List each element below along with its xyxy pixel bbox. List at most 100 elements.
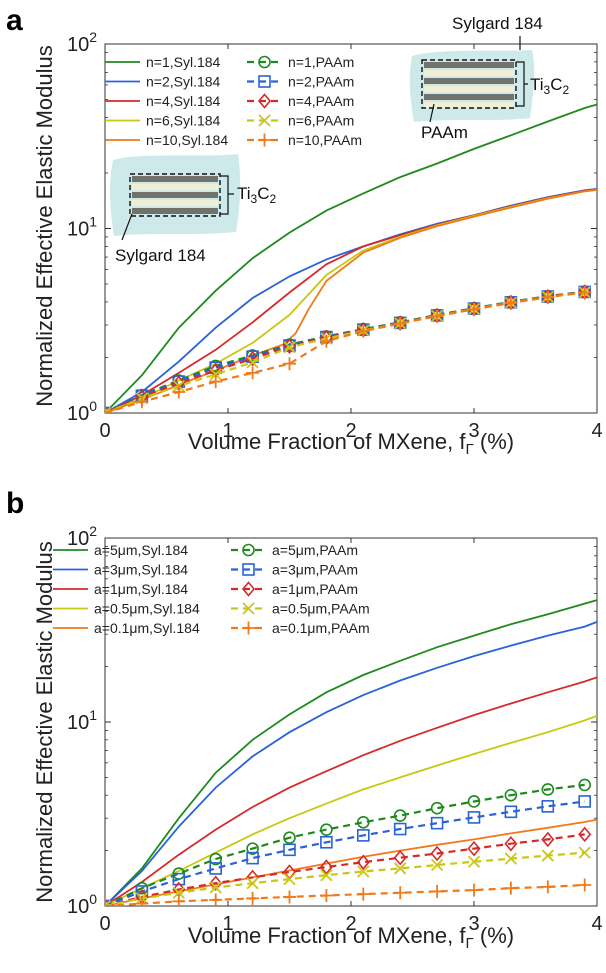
x-tick-label: 1: [222, 420, 233, 442]
legend-label: n=10,Syl.184: [146, 132, 228, 148]
x-tick-label: 4: [591, 913, 602, 935]
plot-area-a: 0 1 2 3 4 100 101 102 Volume Fraction of MXene, …: [67, 29, 603, 458]
legend-label: a=5μm,PAAm: [272, 542, 358, 558]
data-point: [393, 822, 407, 836]
inset-left-side-label: Ti3C2: [237, 184, 277, 206]
data-point: [172, 872, 186, 886]
series-line: [105, 783, 585, 906]
legend-item: a=0.1μm,PAAm: [231, 620, 370, 636]
data-point: [393, 886, 407, 900]
data-point: [430, 884, 444, 898]
y-axis-ticks: 100 101 102: [67, 29, 597, 425]
legend-label: n=4,PAAm: [288, 93, 354, 109]
x-tick-label: 0: [99, 420, 110, 442]
data-point: [578, 778, 592, 792]
legend-marker: [241, 581, 256, 597]
data-point: [467, 302, 481, 316]
legend-label: n=2,Syl.184: [146, 74, 221, 90]
legend-label: n=1,PAAm: [288, 54, 354, 70]
plot-area-b: 0 1 2 3 4 100 101 102 Volume Fraction of MXene, …: [67, 523, 603, 952]
legend-label: a=0.5μm,PAAm: [272, 601, 370, 617]
data-point: [541, 290, 555, 304]
data-point: [105, 406, 112, 413]
data-point: [394, 862, 407, 875]
data-point: [504, 835, 518, 852]
legend-label: n=1,Syl.184: [146, 54, 221, 70]
legend-item: n=4,PAAm: [247, 93, 354, 109]
data-point: [430, 845, 444, 862]
data-point: [430, 816, 444, 830]
inset-top-label: Sylgard 184: [452, 14, 543, 33]
inset-top-stripe: [424, 70, 514, 76]
inset-top-pointer-2: [429, 103, 435, 123]
panel-letter-a: a: [6, 4, 23, 37]
legend-label: n=6,Syl.184: [146, 113, 221, 129]
y-tick-label: 101: [67, 707, 97, 734]
inset-left-stripe: [132, 200, 218, 206]
data-point: [430, 801, 444, 815]
y-tick-label: 102: [67, 523, 97, 550]
data-point: [105, 899, 112, 906]
series-line: [105, 621, 597, 906]
data-point: [467, 840, 481, 857]
legend-item: a=3μm,Syl.184: [53, 562, 188, 578]
x-tick-label: 2: [345, 913, 356, 935]
legend-marker: [242, 563, 255, 576]
data-point: [541, 783, 555, 796]
panel-b: b Normalized Effective Elastic Modulus 0…: [6, 487, 603, 952]
legend-marker: [257, 93, 272, 109]
data-point: [541, 849, 554, 862]
data-point: [393, 849, 407, 866]
series-line: [105, 188, 597, 413]
inset-left-bottom-label: Sylgard 184: [115, 246, 206, 265]
data-point: [393, 317, 407, 331]
data-point: [467, 811, 481, 824]
legend-item: a=3μm,PAAm: [231, 562, 358, 578]
data-point: [172, 886, 185, 899]
data-point: [578, 846, 591, 859]
legend-label: a=1μm,Syl.184: [94, 581, 188, 597]
legend-item: a=0.5μm,Syl.184: [53, 601, 200, 617]
series-line: [105, 715, 597, 906]
legend-label: n=10,PAAm: [288, 132, 362, 148]
series-line: [105, 599, 597, 906]
inset-top-stripe: [424, 102, 514, 108]
data-point: [578, 878, 592, 892]
legend-label: a=3μm,Syl.184: [94, 562, 188, 578]
data-point: [467, 883, 481, 897]
data-point: [504, 805, 518, 819]
legend-item: a=0.1μm,Syl.184: [53, 620, 200, 636]
series-line: [105, 851, 585, 906]
y-tick-label: 100: [67, 891, 97, 918]
data-point: [283, 843, 296, 857]
legend-label: a=0.1μm,PAAm: [272, 620, 370, 636]
series-line: [105, 291, 585, 413]
y-tick-label: 101: [67, 214, 97, 241]
legend-item: n=6,PAAm: [247, 113, 354, 129]
y-tick-label: 100: [67, 398, 97, 425]
legend-label: a=3μm,PAAm: [272, 562, 358, 578]
x-tick-label: 0: [99, 913, 110, 935]
legend-item: n=1,PAAm: [247, 54, 354, 70]
legend-label: n=6,PAAm: [288, 113, 354, 129]
legend-item: a=1μm,PAAm: [231, 581, 358, 597]
x-axis-ticks: 0 1 2 3 4: [99, 538, 603, 935]
series-line: [105, 290, 585, 413]
legend-label: n=4,Syl.184: [146, 93, 221, 109]
legend-label: a=1μm,PAAm: [272, 581, 358, 597]
legend-item: n=10,PAAm: [247, 132, 362, 148]
data-point: [467, 855, 481, 868]
data-point: [283, 357, 296, 371]
inset-top-stripe: [424, 78, 514, 84]
y-axis-label-a: Normalized Effective Elastic Modulus: [32, 45, 57, 407]
data-point: [209, 893, 223, 906]
data-point: [320, 823, 333, 836]
inset-left-stripe: [132, 176, 218, 182]
x-tick-label: 3: [468, 420, 479, 442]
data-point: [209, 881, 222, 894]
data-point: [393, 809, 407, 822]
data-point: [357, 865, 370, 878]
legend-marker: [242, 602, 255, 615]
inset-left-stripe: [132, 184, 218, 190]
